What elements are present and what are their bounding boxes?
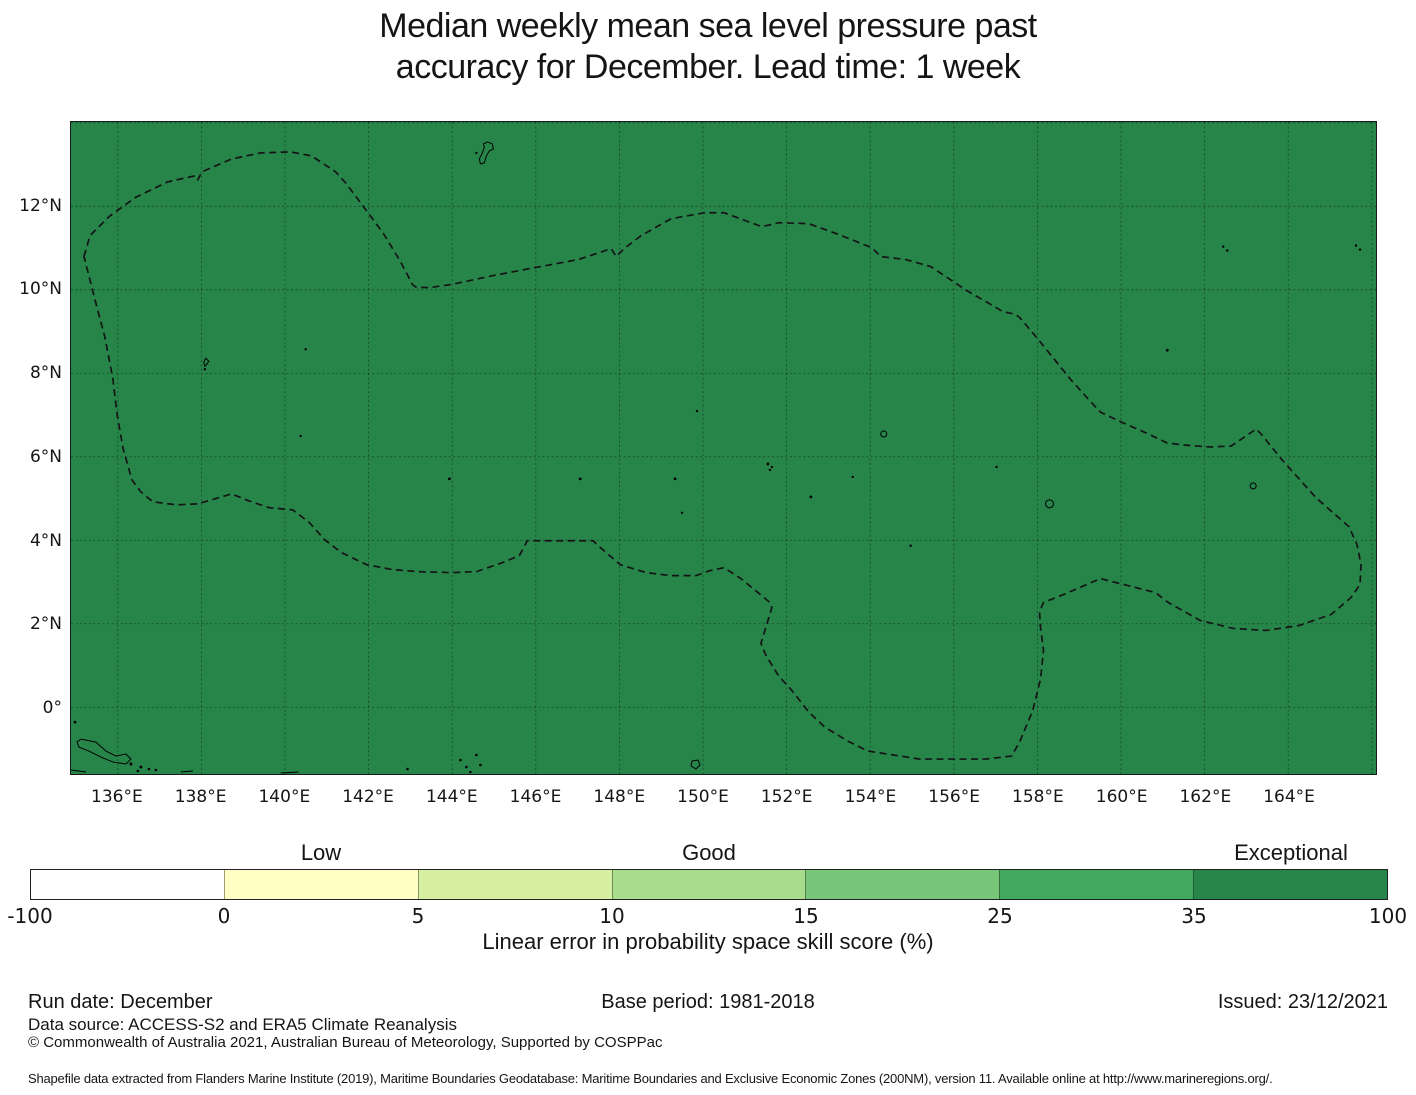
colorbar-segment-6: [1193, 870, 1388, 899]
page-title: Median weekly mean sea level pressure pa…: [0, 6, 1416, 88]
lon-tick-label: 138°E: [174, 787, 227, 807]
lon-tick-label: 154°E: [844, 787, 897, 807]
lon-tick-label: 140°E: [258, 787, 311, 807]
colorbar-tick-label: 5: [411, 904, 425, 928]
lon-tick-label: 152°E: [760, 787, 813, 807]
colorbar-tick-label: 35: [1181, 904, 1207, 928]
atoll-ring: [1045, 499, 1054, 509]
title-line-1: Median weekly mean sea level pressure pa…: [379, 7, 1037, 45]
colorbar-axis-label: Linear error in probability space skill …: [482, 929, 934, 954]
lat-tick-label: 10°N: [19, 279, 62, 300]
colorbar-segment-0: [31, 870, 224, 899]
lon-tick-label: 162°E: [1179, 787, 1232, 807]
lat-tick-label: 0°: [42, 698, 62, 718]
atoll-ring: [1249, 482, 1257, 490]
issued-text: Issued: 23/12/2021: [1217, 991, 1388, 1013]
shapefile-attribution-text: Shapefile data extracted from Flanders M…: [28, 1071, 1273, 1086]
coastlines: [71, 141, 1257, 774]
lon-tick-label: 142°E: [342, 787, 394, 807]
footer-row-1: Run date: December Base period: 1981-201…: [0, 991, 1416, 1015]
colorbar-tick-label: 10: [599, 904, 625, 928]
island-specks: [73, 151, 1362, 774]
coast-bottom-edge: [71, 759, 701, 774]
lon-tick-label: 150°E: [677, 787, 729, 807]
run-date-text: Run date: December: [28, 991, 213, 1013]
title-line-2: accuracy for December. Lead time: 1 week: [395, 48, 1021, 86]
lon-tick-label: 158°E: [1012, 787, 1064, 807]
atoll-ring: [880, 430, 888, 438]
lon-tick-label: 160°E: [1095, 787, 1148, 807]
colorbar-segment-4: [805, 870, 1000, 899]
lon-tick-label: 148°E: [593, 787, 646, 807]
colorbar-tick-label: 0: [217, 904, 231, 928]
lon-tick-label: 144°E: [425, 787, 478, 807]
colorbar-tick-label: -100: [7, 904, 53, 928]
copyright-text: © Commonwealth of Australia 2021, Austra…: [28, 1034, 663, 1051]
map-canvas: [70, 121, 1377, 775]
data-source-text: Data source: ACCESS-S2 and ERA5 Climate …: [28, 1015, 457, 1034]
lat-tick-label: 6°N: [29, 446, 62, 467]
lat-tick-label: 8°N: [29, 363, 62, 384]
lat-tick-label: 12°N: [19, 195, 62, 216]
colorbar-class-label: Good: [682, 840, 736, 865]
island-palau: [203, 357, 210, 368]
lat-tick-label: 2°N: [29, 614, 62, 635]
map-gridlines: [71, 122, 1376, 774]
lon-tick-label: 164°E: [1263, 787, 1315, 807]
colorbar-class-label: Low: [300, 840, 342, 865]
coast-png: [76, 738, 132, 765]
eez-boundary-outline: [83, 151, 1362, 760]
colorbar-tick-label: 100: [1368, 904, 1408, 928]
colorbar-tick-label: 25: [987, 904, 1013, 928]
island-guam: [478, 141, 494, 165]
map-svg: [71, 122, 1376, 774]
lat-tick-label: 4°N: [29, 530, 62, 551]
colorbar-class-label: Exceptional: [1234, 840, 1348, 865]
lon-tick-label: 136°E: [91, 787, 143, 807]
colorbar-segment-3: [611, 870, 806, 899]
colorbar-segment-5: [999, 870, 1194, 899]
colorbar: [30, 869, 1388, 900]
lon-tick-label: 156°E: [928, 787, 981, 807]
lon-tick-label: 146°E: [509, 787, 562, 807]
colorbar-segment-2: [417, 870, 612, 899]
base-period-text: Base period: 1981-2018: [601, 991, 815, 1013]
colorbar-segment-1: [223, 870, 418, 899]
colorbar-tick-label: 15: [793, 904, 819, 928]
